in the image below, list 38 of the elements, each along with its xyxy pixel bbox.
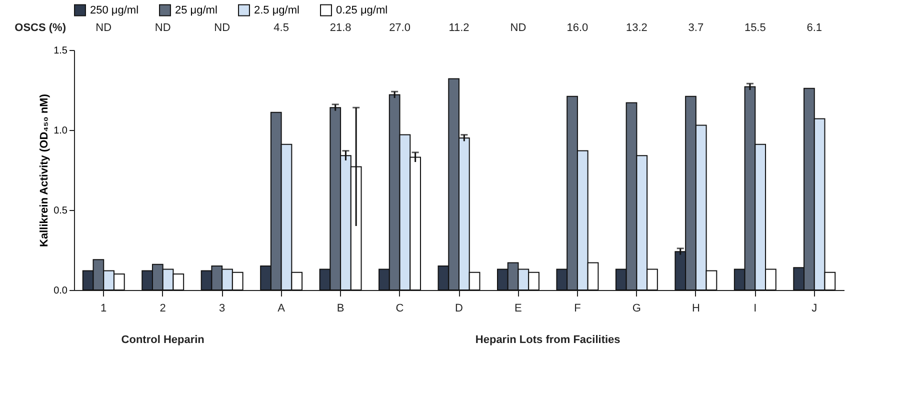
text: Control Heparin [121,334,205,346]
x-tick-label: E [514,302,522,314]
y-tick-label: 1.5 [54,46,68,56]
text: 4.5 [274,22,289,34]
legend-label: 250 μg/ml [90,4,139,16]
text: 6.1 [806,22,822,34]
legend-label: 0.25 μg/ml [336,4,388,16]
x-tick-label: 3 [219,302,226,314]
text: Heparin Lots from Facilities [475,334,620,346]
x-tick-label: I [754,302,757,314]
text: 21.8 [330,22,352,34]
text: ND [214,22,230,34]
x-tick-label: 1 [100,302,107,314]
legend-label: 2.5 μg/ml [254,4,300,16]
text: ND [96,22,112,34]
x-tick-label: D [455,302,464,314]
text: 11.2 [448,22,470,34]
text: 13.2 [626,22,648,34]
text: 3.7 [688,22,704,34]
text: 15.5 [744,22,766,34]
text: 16.0 [566,22,588,34]
legend-label: 25 μg/ml [175,4,218,16]
x-tick-label: C [396,302,404,314]
x-tick-label: A [278,302,286,314]
text: ND [154,22,171,34]
text: 27.0 [389,22,410,34]
x-tick-label: G [632,302,641,314]
y-axis-title: Kallikrein Activity (OD₄₅₀ nM) [38,94,51,247]
x-tick-label: J [812,302,818,314]
y-tick-label: 0.5 [54,206,68,216]
x-tick-label: F [574,302,582,314]
y-tick-label: 0.0 [54,286,68,296]
text: ND [510,22,526,34]
x-tick-label: 2 [160,302,166,314]
x-tick-label: B [336,302,344,314]
y-tick-label: 1.0 [54,126,68,136]
x-tick-label: H [692,302,700,314]
text: OSCS (%) [14,22,66,34]
